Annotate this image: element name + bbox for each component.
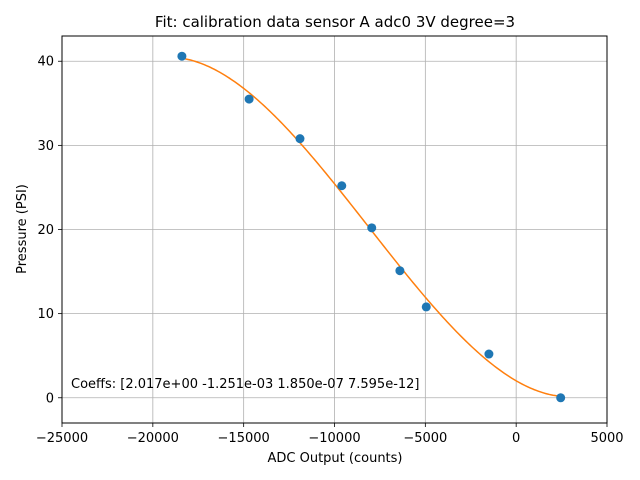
coefficients-annotation: Coeffs: [2.017e+00 -1.251e-03 1.850e-07 …	[71, 377, 420, 392]
x-tick-label: −25000	[36, 431, 88, 446]
scatter-points	[177, 51, 566, 403]
x-tick-label: −10000	[308, 431, 360, 446]
chart-title: Fit: calibration data sensor A adc0 3V d…	[155, 13, 515, 31]
data-point	[367, 223, 377, 233]
x-axis-label: ADC Output (counts)	[268, 451, 403, 466]
x-tick-label: −15000	[218, 431, 270, 446]
y-axis-label: Pressure (PSI)	[15, 184, 30, 274]
data-point	[295, 134, 305, 144]
y-tick-label: 30	[37, 139, 54, 154]
y-tick-label: 20	[37, 223, 54, 238]
data-point	[177, 51, 187, 61]
x-tick-label: 0	[512, 431, 520, 446]
data-point	[244, 94, 254, 104]
y-tick-label: 40	[37, 55, 54, 70]
y-tick-label: 10	[37, 307, 54, 322]
data-point	[421, 302, 431, 312]
data-point	[395, 266, 405, 276]
y-tick-label: 0	[46, 391, 54, 406]
data-point	[556, 393, 566, 403]
x-tick-label: −5000	[403, 431, 447, 446]
x-tick-label: −20000	[127, 431, 179, 446]
data-point	[337, 181, 347, 191]
data-point	[484, 349, 494, 359]
ticks: −25000 −20000 −15000 −10000 −5000 0 5000 0 10 20 3…	[36, 55, 624, 446]
x-tick-label: 5000	[590, 431, 623, 446]
grid	[61, 36, 608, 423]
